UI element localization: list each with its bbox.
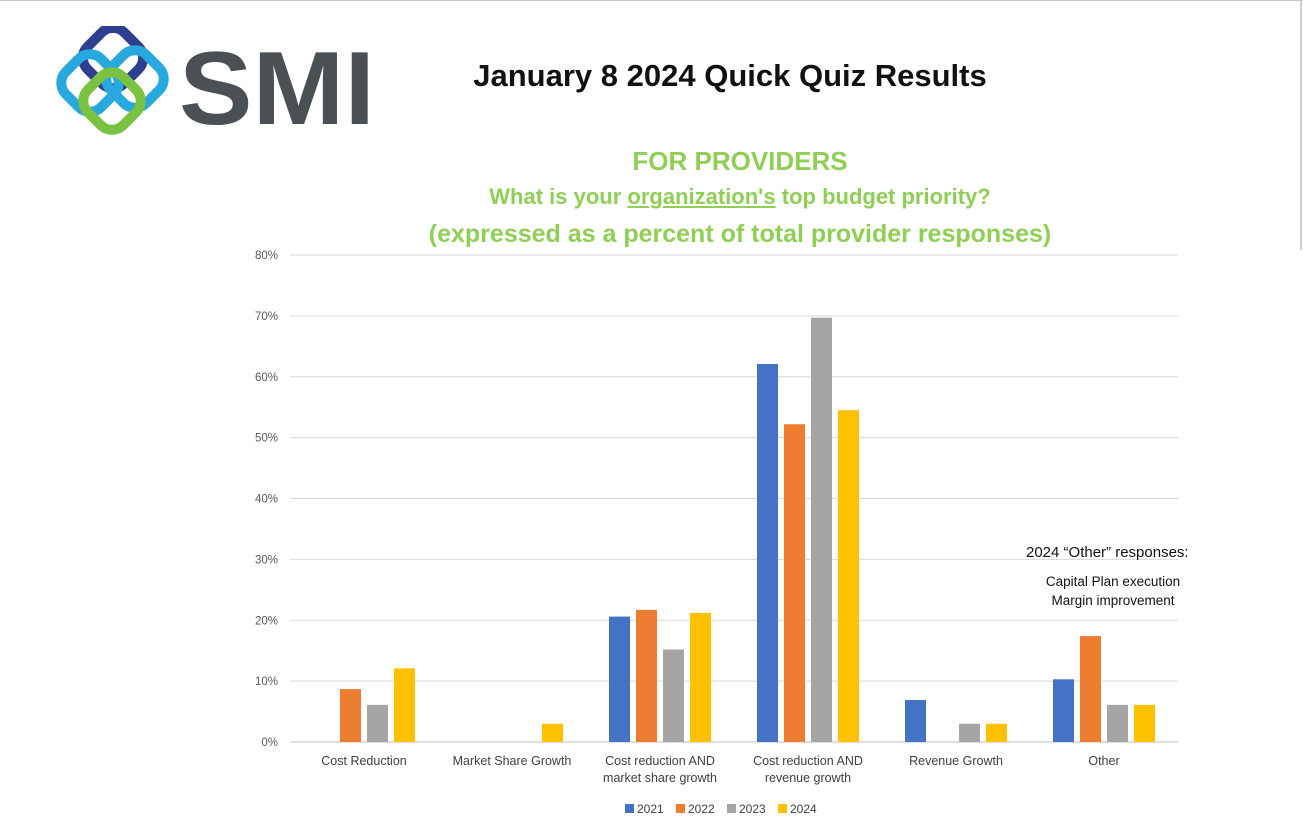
bar-2023 bbox=[811, 317, 832, 742]
x-tick-label: Cost reduction AND bbox=[753, 754, 863, 768]
x-tick-label: Other bbox=[1088, 754, 1119, 768]
bar-2021 bbox=[609, 616, 630, 742]
y-tick-label: 60% bbox=[255, 372, 278, 384]
legend-swatch-2022 bbox=[676, 804, 685, 813]
bar-2024 bbox=[690, 612, 711, 742]
x-tick-label: Cost reduction AND bbox=[605, 754, 715, 768]
x-tick-label: Cost Reduction bbox=[321, 754, 407, 768]
y-tick-label: 10% bbox=[255, 676, 278, 688]
subtitle-question: What is your organization's top budget p… bbox=[300, 184, 1180, 210]
bar-2024 bbox=[542, 723, 563, 742]
subtitle-question-underlined: organization's bbox=[627, 184, 776, 209]
bar-2021 bbox=[757, 363, 778, 742]
right-border bbox=[1300, 0, 1302, 250]
bar-2024 bbox=[1134, 704, 1155, 742]
bar-2022 bbox=[1080, 636, 1101, 742]
bar-2022 bbox=[784, 424, 805, 742]
logo-text: SMI bbox=[179, 31, 375, 144]
x-tick-label: Market Share Growth bbox=[453, 754, 572, 768]
top-border bbox=[0, 0, 1303, 1]
bar-2023 bbox=[663, 649, 684, 742]
bar-2021 bbox=[905, 699, 926, 742]
bar-2022 bbox=[340, 689, 361, 742]
y-tick-label: 30% bbox=[255, 554, 278, 566]
y-tick-label: 70% bbox=[255, 311, 278, 323]
x-tick-label: market share growth bbox=[603, 771, 717, 785]
subtitle-question-start: What is your bbox=[489, 184, 628, 209]
x-tick-label: Revenue Growth bbox=[909, 754, 1003, 768]
logo-link-green bbox=[78, 67, 146, 135]
y-tick-label: 20% bbox=[255, 615, 278, 627]
x-tick-label: revenue growth bbox=[765, 771, 851, 785]
page-title: January 8 2024 Quick Quiz Results bbox=[473, 58, 987, 93]
subtitle-question-end: top budget priority? bbox=[775, 184, 991, 209]
legend-label: 2024 bbox=[790, 802, 817, 816]
bar-2024 bbox=[394, 668, 415, 742]
other-response-item: Margin improvement bbox=[1051, 593, 1175, 608]
bar-2022 bbox=[636, 609, 657, 742]
bar-2023 bbox=[959, 723, 980, 742]
other-responses-heading: 2024 “Other” responses: bbox=[1026, 544, 1189, 561]
y-tick-label: 40% bbox=[255, 494, 278, 506]
subtitle-note: (expressed as a percent of total provide… bbox=[428, 220, 1052, 248]
y-tick-label: 0% bbox=[261, 737, 278, 749]
smi-logo: SMI bbox=[56, 26, 375, 144]
y-tick-label: 50% bbox=[255, 433, 278, 445]
legend-swatch-2024 bbox=[778, 804, 787, 813]
bar-2024 bbox=[986, 723, 1007, 742]
legend-label: 2023 bbox=[739, 802, 766, 816]
bar-2023 bbox=[367, 704, 388, 742]
other-response-item: Capital Plan execution bbox=[1045, 574, 1181, 589]
legend-label: 2021 bbox=[637, 802, 664, 816]
bar-2021 bbox=[1053, 679, 1074, 742]
logo-link-blue-right bbox=[101, 45, 169, 113]
subtitle-audience: FOR PROVIDERS bbox=[632, 146, 848, 176]
legend-swatch-2021 bbox=[625, 804, 634, 813]
bar-2024 bbox=[838, 410, 859, 742]
bar-2023 bbox=[1107, 704, 1128, 742]
legend-label: 2022 bbox=[688, 802, 715, 816]
legend-swatch-2023 bbox=[727, 804, 736, 813]
y-tick-label: 80% bbox=[255, 250, 278, 262]
